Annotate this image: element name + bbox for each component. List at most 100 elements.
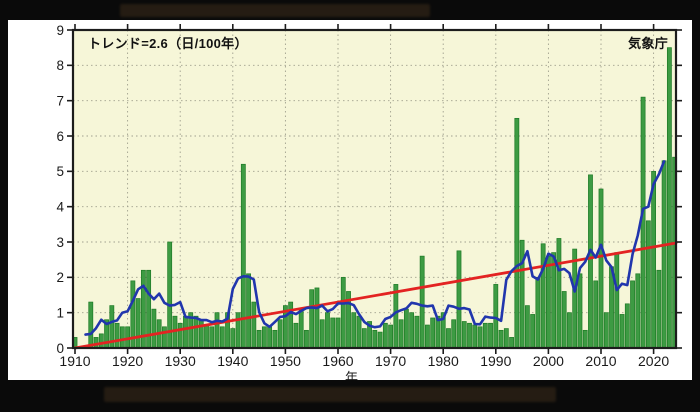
bar-1930: [177, 322, 183, 349]
bar-2006: [577, 273, 583, 349]
trend-annotation: トレンド=2.6（日/100年）: [88, 36, 248, 51]
y-tick-label: 4: [56, 199, 64, 214]
bar-1955: [309, 289, 315, 349]
bar-2014: [619, 314, 625, 349]
bar-2009: [593, 280, 599, 349]
bar-1983: [456, 250, 462, 349]
x-tick-label: 2000: [533, 353, 564, 369]
bar-1982: [451, 319, 457, 349]
bar-2001: [551, 252, 557, 349]
bar-2013: [614, 252, 620, 349]
x-tick-label: 1960: [322, 353, 353, 369]
bar-1965: [361, 328, 367, 349]
bar-1994: [514, 117, 520, 349]
bar-1953: [298, 308, 304, 349]
bar-1937: [214, 312, 220, 349]
bar-1927: [162, 326, 167, 349]
bar-1970: [388, 324, 393, 349]
bar-2008: [588, 174, 593, 349]
bar-2000: [545, 255, 551, 349]
bar-1995: [519, 239, 525, 349]
bar-1978: [430, 317, 436, 349]
x-tick-label: 1910: [59, 353, 90, 369]
bar-1959: [330, 317, 336, 349]
y-tick-label: 5: [56, 164, 64, 179]
x-tick-label: 1940: [217, 353, 248, 369]
bar-2002: [556, 238, 562, 349]
bar-2007: [582, 329, 588, 349]
x-tick-label: 1990: [480, 353, 511, 369]
bar-1984: [461, 321, 467, 349]
bar-1925: [151, 308, 157, 349]
bar-1997: [530, 314, 536, 349]
obscured-title-text: [120, 4, 430, 17]
trend-line: [73, 241, 678, 350]
x-tick-label: 2020: [638, 353, 669, 369]
x-tick-label: 1920: [112, 353, 143, 369]
bar-1967: [372, 329, 378, 349]
bar-1919: [119, 326, 125, 349]
x-tick-label: 1950: [270, 353, 301, 369]
bar-1913: [88, 301, 94, 349]
bar-2021: [656, 269, 662, 349]
bar-2005: [572, 248, 578, 349]
obscured-caption-text: [104, 387, 556, 402]
bar-1956: [314, 287, 320, 349]
x-tick-label: 1980: [428, 353, 459, 369]
bar-1960: [335, 317, 341, 349]
bar-2016: [630, 280, 635, 349]
bar-1935: [204, 324, 209, 349]
y-tick-label: 7: [56, 93, 64, 108]
bottom-letterbox-band: [0, 380, 700, 412]
bar-1940: [230, 328, 236, 349]
bar-1948: [272, 329, 278, 349]
bar-1996: [524, 305, 530, 349]
bar-1985: [467, 322, 472, 349]
bar-1976: [419, 255, 425, 349]
bar-1992: [503, 328, 509, 349]
y-tick-label: 9: [56, 23, 64, 38]
bar-1946: [261, 326, 267, 349]
bar-1989: [488, 322, 493, 349]
bar-1931: [183, 315, 188, 349]
bar-1973: [403, 308, 409, 349]
bar-2003: [561, 291, 567, 349]
bar-2023: [666, 47, 672, 349]
bar-1934: [198, 319, 204, 349]
bar-1969: [382, 322, 388, 349]
bar-1991: [498, 329, 504, 349]
x-tick-label: 1930: [165, 353, 196, 369]
bar-1944: [251, 301, 257, 349]
bar-2011: [603, 312, 609, 349]
y-tick-label: 1: [56, 305, 64, 320]
bar-1972: [398, 319, 404, 349]
bar-1942: [240, 163, 246, 349]
bar-1999: [540, 243, 546, 349]
bar-1938: [219, 326, 225, 349]
bar-1975: [414, 315, 420, 349]
moving-average-line: [84, 160, 666, 336]
bar-1987: [477, 326, 483, 349]
bar-2010: [598, 188, 604, 349]
bar-1964: [356, 315, 362, 349]
y-tick-label: 0: [56, 341, 64, 356]
bar-2015: [624, 303, 630, 349]
y-tick-label: 6: [56, 129, 64, 144]
bar-1947: [267, 326, 273, 349]
bar-1986: [472, 324, 478, 349]
bar-2020: [651, 170, 656, 349]
bar-1977: [425, 324, 430, 349]
y-tick-label: 8: [56, 58, 64, 73]
bar-1952: [293, 322, 299, 349]
bar-1949: [277, 319, 283, 349]
bar-1918: [114, 322, 120, 349]
bar-1968: [377, 331, 383, 349]
x-tick-label: 1970: [375, 353, 406, 369]
bar-2004: [567, 312, 572, 349]
y-tick-label: 2: [56, 270, 64, 285]
bar-1954: [304, 329, 309, 349]
bar-1998: [535, 276, 541, 349]
bar-1971: [393, 284, 399, 349]
x-tick-label: 2010: [585, 353, 616, 369]
